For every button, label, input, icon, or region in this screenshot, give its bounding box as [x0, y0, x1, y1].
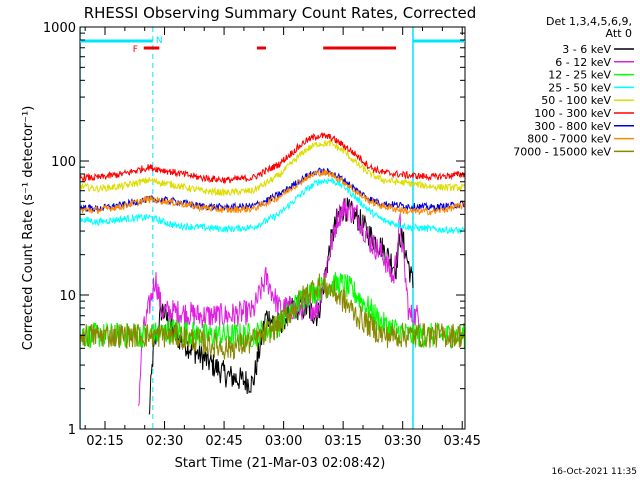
x-axis-ticks: 02:15 02:30 02:45 03:00 03:15 03:30 03:45 [84, 27, 481, 449]
x-tick-label: 03:15 [324, 434, 361, 449]
timestamp: 16-Oct-2021 11:35 [552, 467, 637, 477]
series-line-100-300-kev [80, 132, 465, 185]
legend-label: 3 - 6 keV [562, 43, 611, 56]
legend-label: 6 - 12 keV [555, 56, 611, 69]
y-tick-label: 1000 [43, 21, 76, 36]
legend-label: 100 - 300 keV [534, 107, 611, 120]
night-flag-label: N [156, 36, 163, 46]
x-tick-label: 03:30 [384, 434, 421, 449]
x-tick-label: 03:45 [443, 434, 480, 449]
x-tick-label: 02:45 [205, 434, 242, 449]
y-tick-label: 100 [51, 155, 76, 170]
x-tick-label: 03:00 [265, 434, 302, 449]
legend-label: 7000 - 15000 keV [513, 145, 611, 158]
flare-flag-label: F [133, 45, 138, 55]
x-tick-label: 02:30 [146, 434, 183, 449]
series-line-800-7000-kev [80, 169, 465, 216]
series-line-25-50-kev [80, 176, 465, 234]
series-line-50-100-kev [80, 140, 465, 197]
series-line-6-12-kev [138, 197, 421, 407]
chart-title: RHESSI Observing Summary Count Rates, Co… [84, 4, 477, 22]
legend-label: 800 - 7000 keV [527, 133, 611, 146]
legend-label: 50 - 100 keV [541, 94, 611, 107]
legend-title-line-1: Det 1,3,4,5,6,9, [546, 15, 632, 28]
x-tick-label: 02:15 [86, 434, 123, 449]
y-axis-ticks: 1 10 100 1000 [43, 21, 465, 438]
plot-frame [79, 26, 466, 430]
x-axis-label: Start Time (21-Mar-03 02:08:42) [175, 456, 386, 471]
series-line-7000-15000-kev [80, 273, 465, 361]
y-tick-label: 10 [59, 289, 76, 304]
legend-label: 300 - 800 keV [534, 120, 611, 133]
legend-title-line-2: Att 0 [606, 27, 632, 40]
y-tick-label: 1 [68, 423, 76, 438]
y-axis-label: Corrected Count Rate (s⁻¹ detector⁻¹) [21, 106, 36, 351]
legend-label: 12 - 25 keV [548, 69, 611, 82]
legend-label: 25 - 50 keV [548, 81, 611, 94]
status-flags: NF [80, 36, 465, 55]
